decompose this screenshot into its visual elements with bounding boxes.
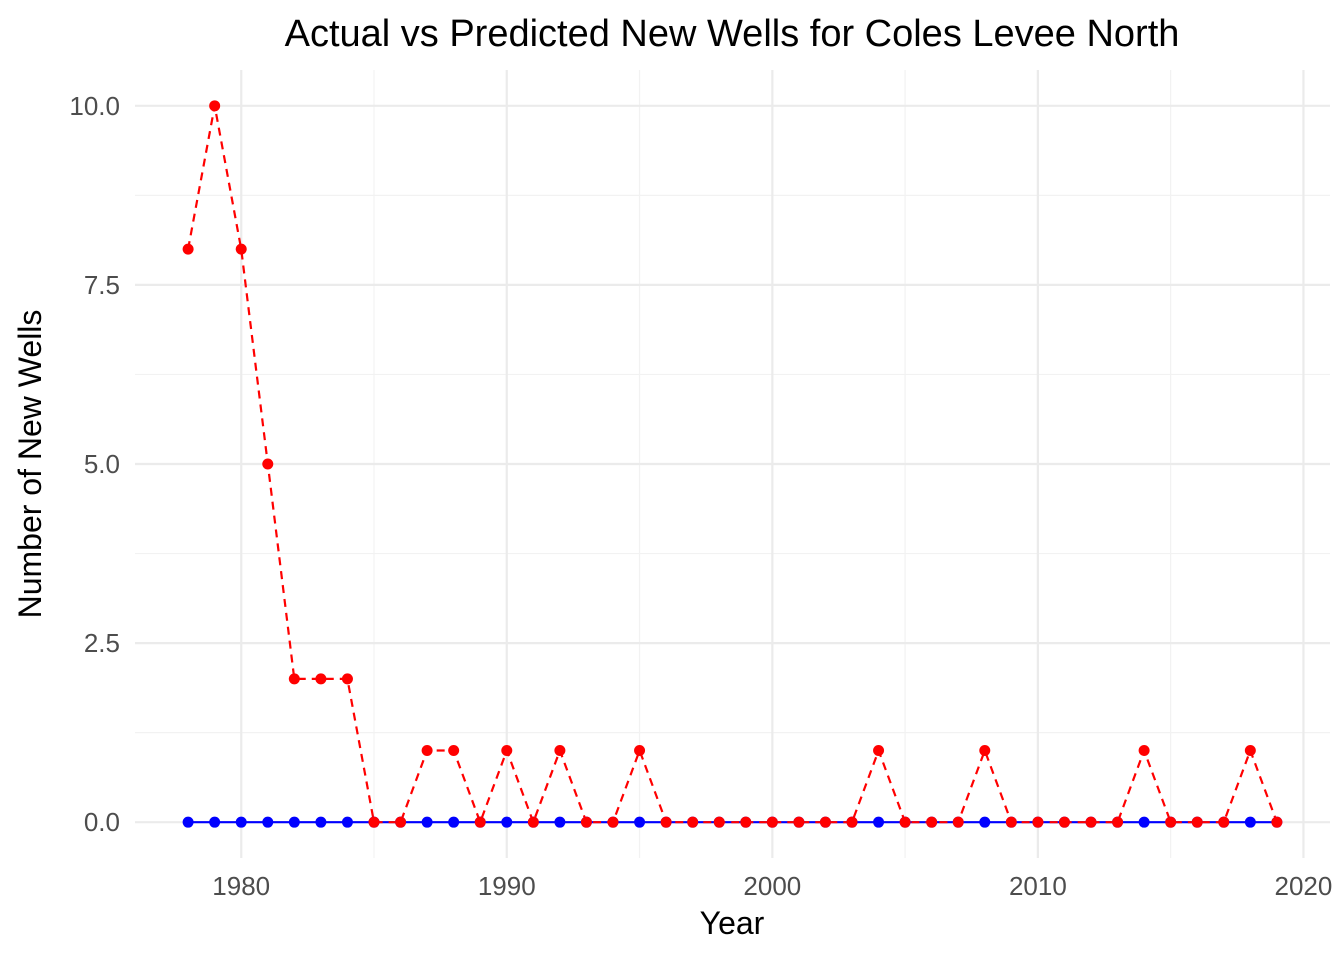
series-0-point [421,816,433,828]
x-tick-label: 2000 [743,871,801,901]
series-0-point [448,816,460,828]
series-1-point [474,816,486,828]
series-1-point [288,673,300,685]
series-0-point [1138,816,1150,828]
y-tick-label: 5.0 [84,449,120,479]
series-1-point [421,745,433,757]
series-1-point [793,816,805,828]
x-tick-label: 2010 [1009,871,1067,901]
series-1-point [554,745,566,757]
series-0-point [235,816,247,828]
series-1-point [766,816,778,828]
x-tick-label: 2020 [1275,871,1333,901]
series-1-point [1058,816,1070,828]
x-axis-label: Year [700,905,765,941]
series-1-point [262,458,274,470]
series-1-point [182,243,194,255]
series-1-point [580,816,592,828]
series-1-point [1085,816,1097,828]
y-tick-label: 0.0 [84,807,120,837]
series-1-point [607,816,619,828]
series-1-point [1032,816,1044,828]
series-1-point [1138,745,1150,757]
series-1-point [527,816,539,828]
series-1-point [952,816,964,828]
y-axis-label: Number of New Wells [12,310,48,619]
series-1-point [448,745,460,757]
y-tick-label: 7.5 [84,270,120,300]
series-1-point [873,745,885,757]
series-1-point [235,243,247,255]
series-0-point [634,816,646,828]
series-1-point [1112,816,1124,828]
series-1-point [713,816,725,828]
series-1-point [395,816,407,828]
series-0-point [873,816,885,828]
series-1-point [1218,816,1230,828]
series-0-point [315,816,327,828]
y-tick-label: 2.5 [84,628,120,658]
grid [135,70,1330,858]
chart-title: Actual vs Predicted New Wells for Coles … [285,13,1180,55]
y-tick-label: 10.0 [69,91,120,121]
series-1-point [1165,816,1177,828]
series-1-point [1271,816,1283,828]
series-1-point [341,673,353,685]
series-0-point [501,816,513,828]
series-0-point [979,816,991,828]
series-layer [182,100,1283,828]
series-0-point [209,816,221,828]
series-1-point [1005,816,1017,828]
series-0-point [554,816,566,828]
series-0-point [1244,816,1256,828]
x-tick-label: 1990 [478,871,536,901]
tick-labels: 1980 1990 2000 2010 2020 0.0 2.5 5.0 7.5 10.0 [69,91,1332,901]
series-1-point [1191,816,1203,828]
series-1-point [501,745,513,757]
series-0-point [182,816,194,828]
series-1-point [979,745,991,757]
series-1-point [846,816,858,828]
series-1-point [819,816,831,828]
series-0-point [341,816,353,828]
series-1-point [209,100,221,112]
series-1-point [1244,745,1256,757]
series-1-point [368,816,380,828]
series-0-point [262,816,274,828]
series-1-point [899,816,911,828]
series-1-point [687,816,699,828]
series-1-point [315,673,327,685]
series-1-point [926,816,938,828]
series-1-point [660,816,672,828]
series-1-point [740,816,752,828]
series-1-point [634,745,646,757]
x-tick-label: 1980 [212,871,270,901]
series-0-point [288,816,300,828]
